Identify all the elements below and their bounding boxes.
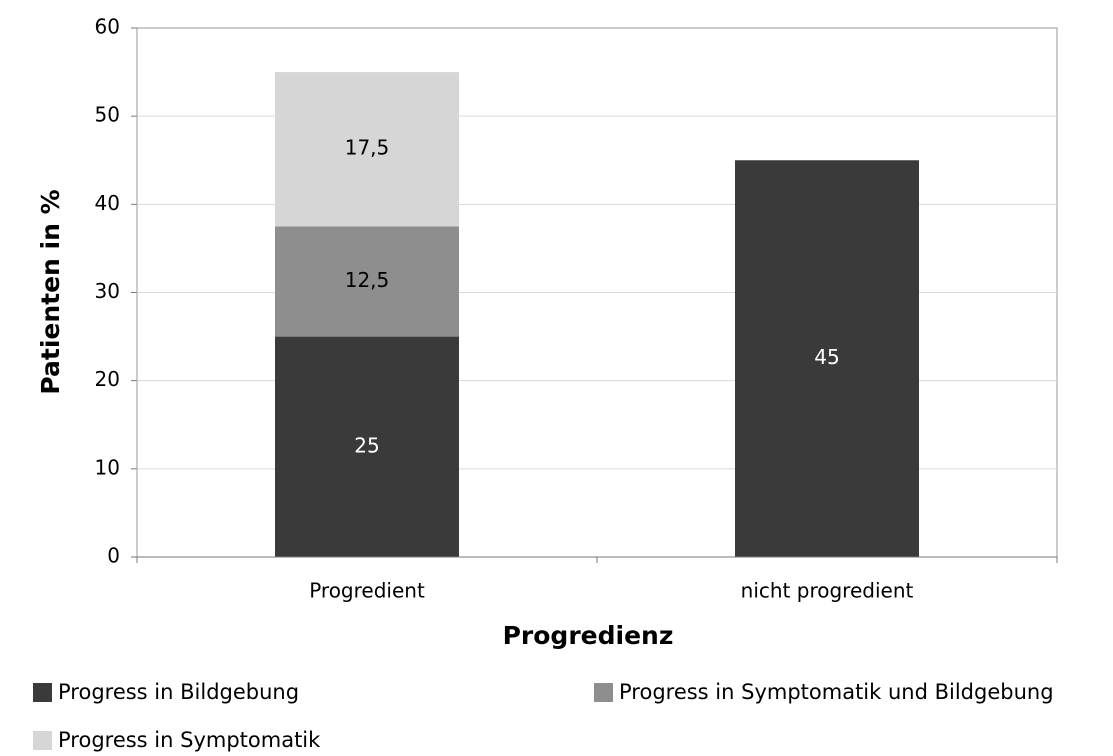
data-label: 25 xyxy=(354,433,379,457)
bar-segment xyxy=(275,336,459,557)
y-tick-label: 0 xyxy=(107,544,120,568)
bar-segment xyxy=(735,160,919,557)
x-tick-label: nicht progredient xyxy=(741,579,914,603)
legend-label: Progress in Bildgebung xyxy=(58,680,299,704)
x-axis-title: Progredienz xyxy=(503,621,674,650)
legend-label: Progress in Symptomatik xyxy=(58,728,321,752)
y-tick-label: 50 xyxy=(95,103,120,127)
data-label: 12,5 xyxy=(345,268,390,292)
y-tick-label: 60 xyxy=(95,15,120,39)
legend-swatch xyxy=(33,731,52,750)
legend-swatch xyxy=(594,683,613,702)
x-tick-label: Progredient xyxy=(309,579,425,603)
y-tick-label: 10 xyxy=(95,455,120,479)
legend-label: Progress in Symptomatik und Bildgebung xyxy=(619,680,1054,704)
y-tick-label: 20 xyxy=(95,367,120,391)
y-tick-label: 30 xyxy=(95,279,120,303)
bar-segment xyxy=(275,72,459,227)
data-label: 45 xyxy=(814,345,839,369)
legend-swatch xyxy=(33,683,52,702)
data-label: 17,5 xyxy=(345,136,390,160)
bar-segment xyxy=(275,226,459,337)
y-axis-title: Patienten in % xyxy=(36,189,65,394)
y-tick-label: 40 xyxy=(95,191,120,215)
